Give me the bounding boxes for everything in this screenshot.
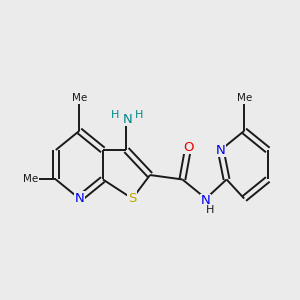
Text: H: H bbox=[111, 110, 119, 120]
Text: N: N bbox=[201, 194, 211, 207]
Text: O: O bbox=[184, 141, 194, 154]
Text: Me: Me bbox=[23, 174, 38, 184]
Text: N: N bbox=[216, 143, 226, 157]
Text: H: H bbox=[135, 110, 143, 120]
Text: S: S bbox=[128, 192, 136, 205]
Text: H: H bbox=[206, 205, 214, 215]
Text: N: N bbox=[123, 112, 133, 126]
Text: Me: Me bbox=[72, 94, 87, 103]
Text: N: N bbox=[74, 192, 84, 205]
Text: Me: Me bbox=[237, 94, 252, 103]
